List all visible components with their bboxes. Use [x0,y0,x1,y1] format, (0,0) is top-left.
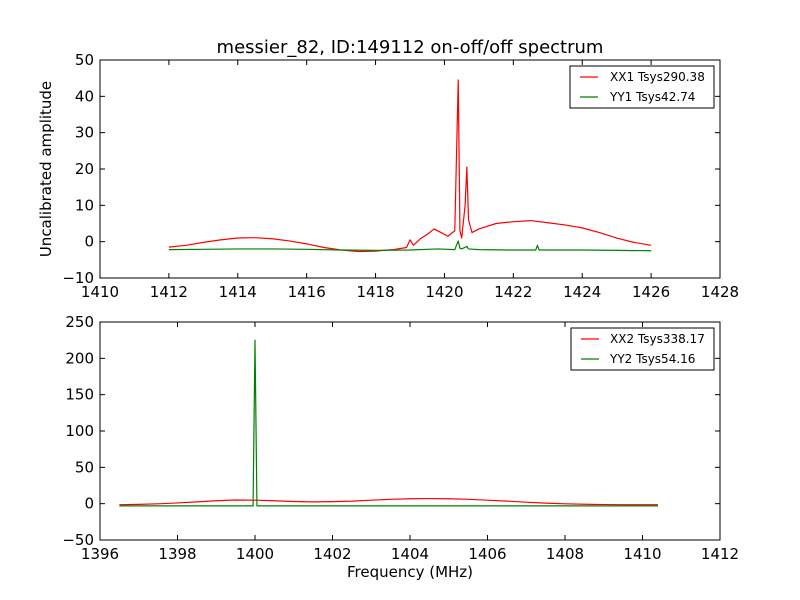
x-tick-label: 1402 [313,545,351,563]
y-tick-label: 30 [75,124,94,142]
x-tick-label: 1410 [623,545,661,563]
x-axis-label: Frequency (MHz) [347,563,473,581]
x-tick-label: 1410 [81,283,119,301]
chart-title: messier_82, ID:149112 on-off/off spectru… [217,37,604,58]
x-tick-label: 1424 [563,283,601,301]
x-tick-label: 1422 [494,283,532,301]
top-plot-ticks: 1410 1412 1414 1416 1418 1420 1422 1424 1426 1428… [62,51,739,301]
y-tick-label: 20 [75,160,94,178]
x-tick-label: 1420 [425,283,463,301]
y-tick-label: 0 [84,495,94,513]
x-tick-label: 1412 [701,545,739,563]
x-tick-label: 1408 [546,545,584,563]
legend-frame [570,327,715,371]
legend-label-yy2: YY2 Tsys54.16 [609,352,695,366]
legend-label-xx2: XX2 Tsys338.17 [610,332,705,346]
y-tick-label: 10 [75,196,94,214]
y-tick-label: 200 [65,349,94,367]
legend-frame [569,65,715,109]
y-axis-label: Uncalibrated amplitude [37,81,55,257]
y-tick-label: 100 [65,422,94,440]
series-line-xx2 [119,497,658,506]
y-tick-label: −10 [62,269,94,287]
x-tick-label: 1418 [356,283,394,301]
y-tick-label: 50 [75,51,94,69]
x-tick-label: 1426 [632,283,670,301]
series-line-yy1 [168,240,652,252]
bottom-plot-ticks: 1396 1398 1400 1402 1404 1406 1408 1410 1412 −50 0… [62,313,739,563]
y-tick-label: 150 [65,386,94,404]
x-tick-label: 1404 [391,545,429,563]
bottom-spectrum-chart: 1396 1398 1400 1402 1404 1406 1408 1410 1412 −50 0… [62,313,739,581]
y-tick-label: 50 [75,458,94,476]
legend-label-yy1: YY1 Tsys42.74 [609,90,695,104]
legend-label-xx1: XX1 Tsys290.38 [610,70,705,84]
y-tick-label: 250 [65,313,94,331]
top-spectrum-chart: 1410 1412 1414 1416 1418 1420 1422 1424 1426 1428… [37,51,739,301]
y-tick-label: 0 [84,233,94,251]
x-tick-label: 1414 [219,283,257,301]
x-tick-label: 1398 [158,545,196,563]
y-tick-label: 40 [75,87,94,105]
x-tick-label: 1412 [150,283,188,301]
top-plot-series [168,79,652,253]
x-tick-label: 1400 [236,545,274,563]
x-tick-label: 1406 [468,545,506,563]
x-tick-label: 1396 [81,545,119,563]
bottom-plot-series [119,339,658,507]
x-tick-label: 1428 [701,283,739,301]
series-line-xx1 [168,79,652,253]
y-tick-label: −50 [62,531,94,549]
bottom-plot-legend: XX2 Tsys338.17 YY2 Tsys54.16 [570,327,715,371]
series-line-yy2 [119,339,658,507]
x-tick-label: 1416 [288,283,326,301]
top-plot-legend: XX1 Tsys290.38 YY1 Tsys42.74 [569,65,715,109]
